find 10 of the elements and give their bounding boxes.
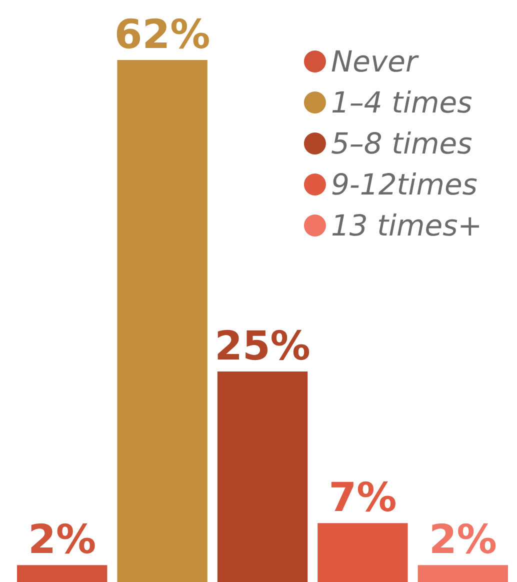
data-label: 62% — [114, 12, 210, 58]
data-label: 2% — [428, 517, 497, 564]
legend-label: 1–4 times — [330, 86, 472, 120]
data-label: 2% — [28, 517, 96, 564]
data-label: 25% — [214, 324, 310, 370]
legend-label: 9-12times — [330, 168, 478, 202]
legend-label: 13 times+ — [330, 208, 482, 242]
legend-label: 5–8 times — [330, 126, 472, 160]
data-label: 7% — [328, 475, 397, 522]
legend-label: Never — [330, 44, 420, 78]
